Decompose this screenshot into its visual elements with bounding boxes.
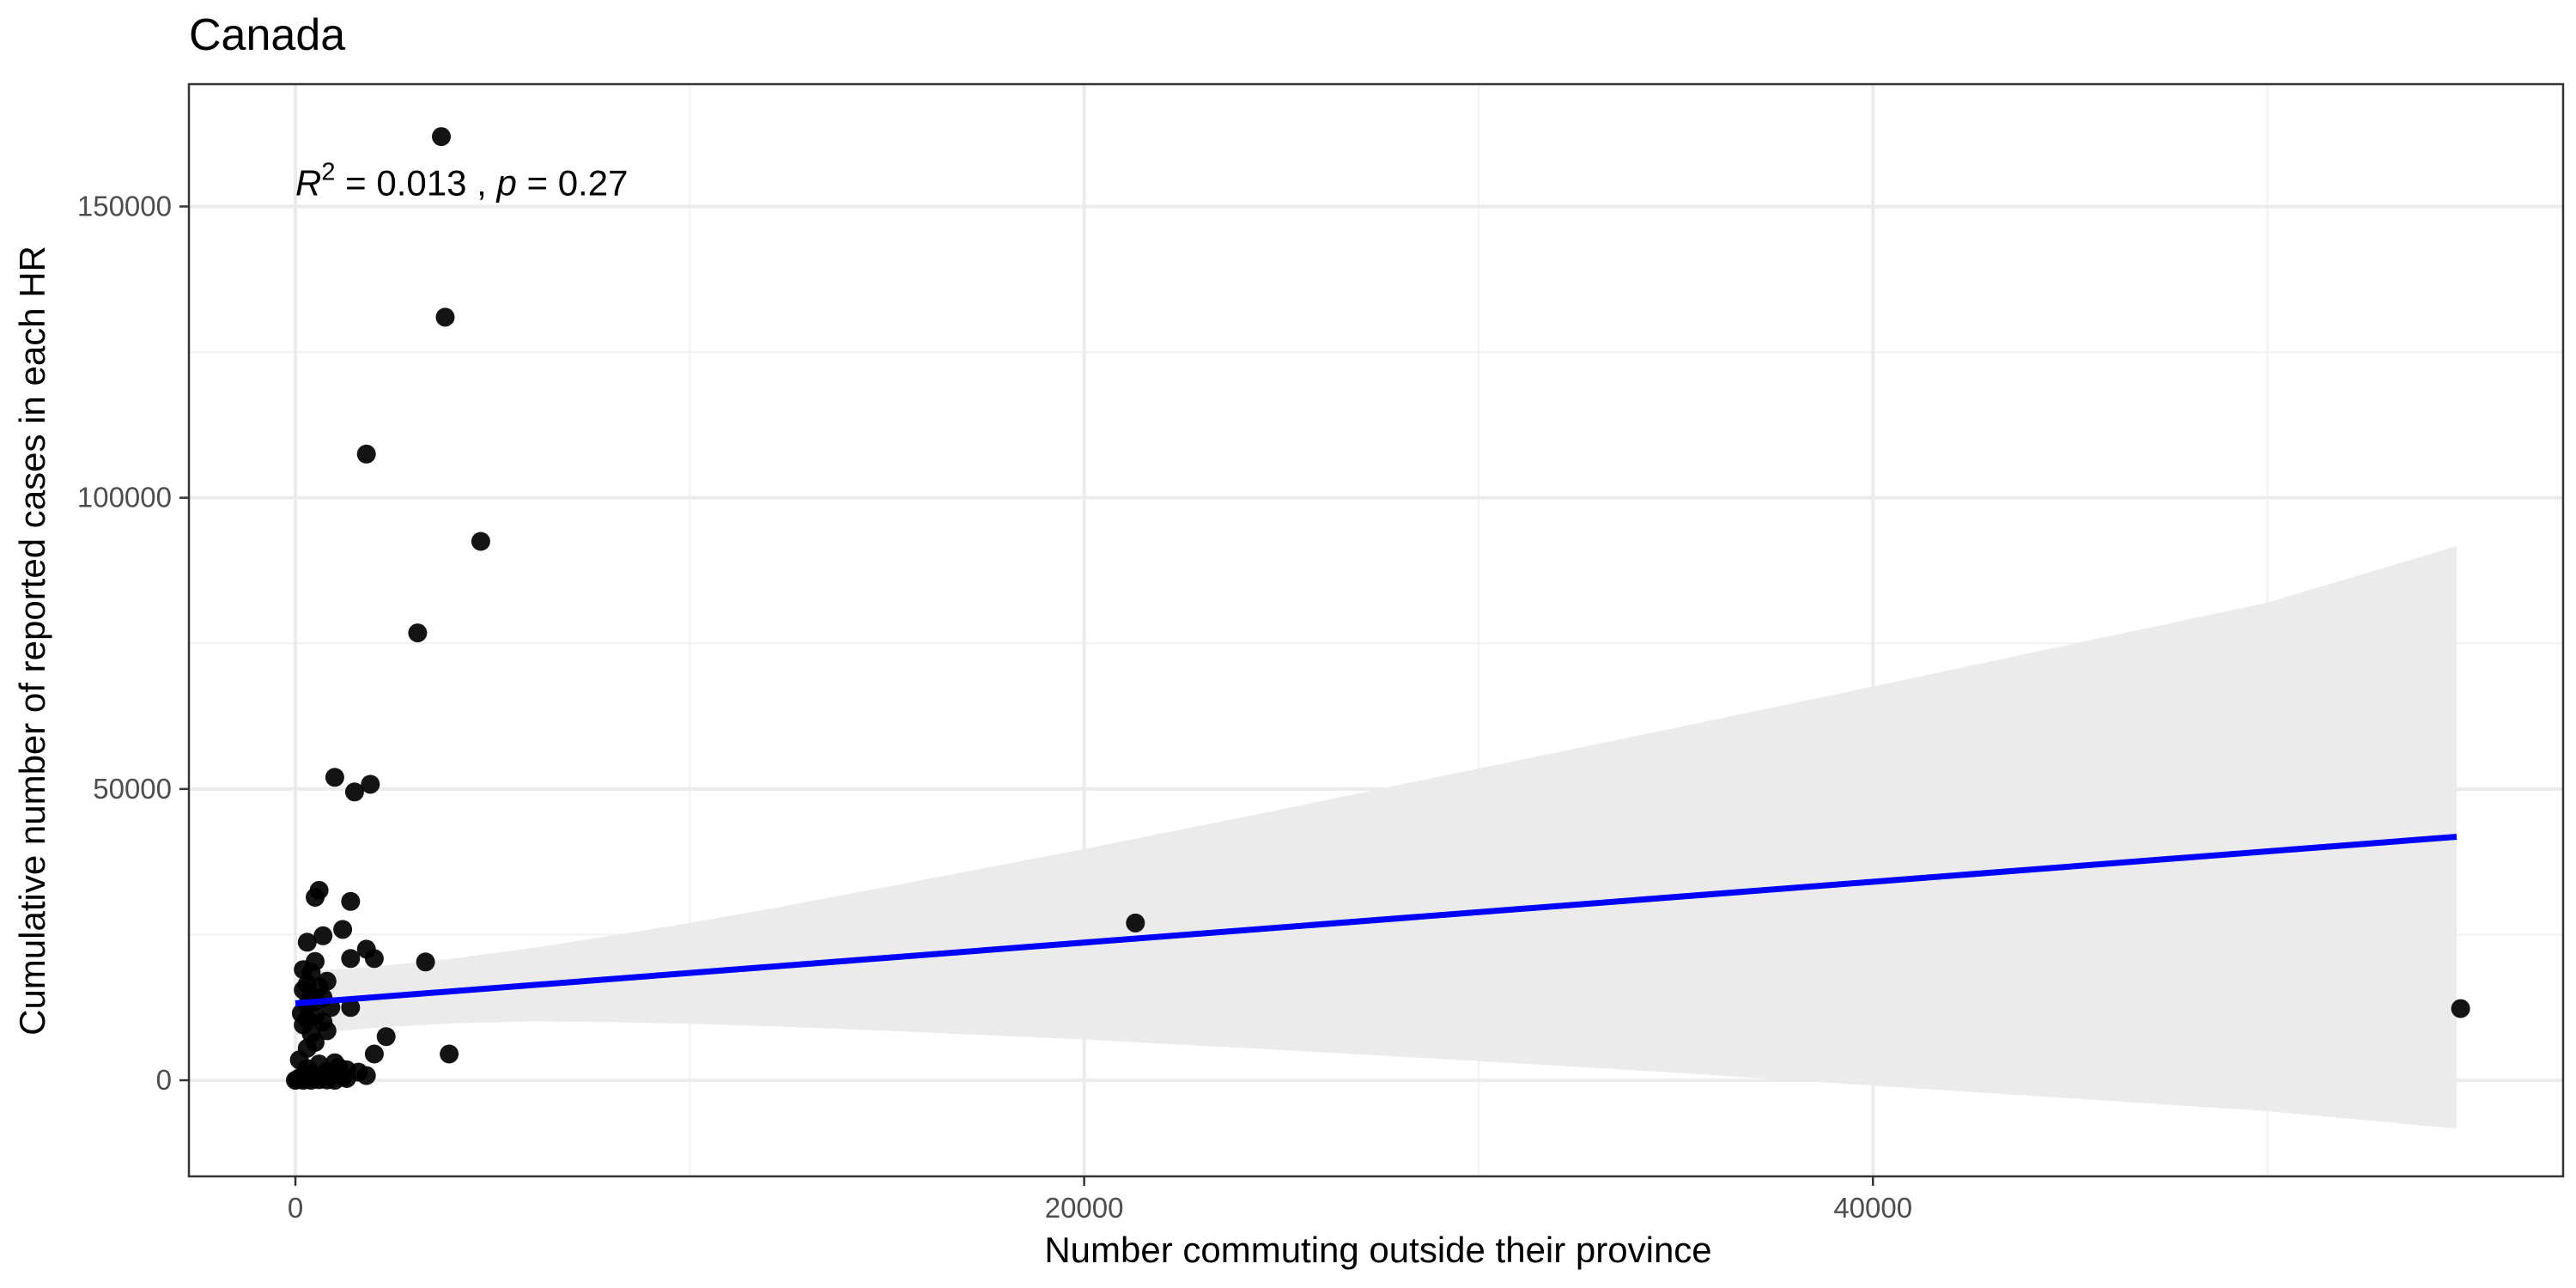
chart-title: Canada	[189, 10, 345, 60]
x-tick-label: 0	[288, 1192, 303, 1224]
plot-frame	[187, 82, 2565, 1178]
x-axis: 0 20000 40000	[288, 1176, 1912, 1224]
data-point	[432, 127, 451, 147]
data-point	[2451, 999, 2470, 1018]
data-point	[364, 1044, 384, 1064]
x-tick-label: 40000	[1833, 1192, 1912, 1224]
data-point	[344, 782, 364, 802]
data-point	[364, 949, 384, 969]
confidence-band-area	[295, 546, 2457, 1129]
confidence-band	[295, 546, 2457, 1129]
data-point	[341, 891, 361, 911]
y-axis-label: Cumulative number of reported cases in e…	[12, 246, 52, 1036]
r-symbol: R	[295, 162, 321, 203]
data-points	[286, 127, 2470, 1091]
regression-annotation: R2 = 0.013 , p = 0.27	[295, 158, 628, 203]
data-point	[317, 1021, 337, 1041]
data-point	[325, 1071, 344, 1091]
data-point	[471, 532, 490, 551]
data-point	[356, 444, 376, 464]
x-tick-label: 20000	[1045, 1192, 1124, 1224]
y-tick-label: 50000	[93, 773, 172, 805]
data-point	[333, 920, 353, 939]
x-axis-label: Number commuting outside their province	[1044, 1230, 1711, 1270]
fit-line	[295, 834, 2458, 1007]
data-point	[325, 768, 344, 787]
data-point	[286, 1071, 305, 1091]
data-point	[361, 775, 380, 794]
data-point	[306, 888, 325, 907]
data-point	[301, 1071, 321, 1091]
r-value: = 0.013 ,	[335, 162, 496, 203]
data-point	[341, 998, 361, 1018]
regression-line	[295, 834, 2458, 1007]
data-point	[1126, 913, 1145, 933]
y-tick-label: 100000	[77, 482, 172, 513]
data-point	[416, 952, 435, 972]
p-symbol: p	[495, 162, 516, 203]
r-exponent: 2	[321, 158, 335, 185]
data-point	[376, 1027, 396, 1047]
p-value: = 0.27	[517, 162, 629, 203]
plot-border	[187, 82, 2565, 1178]
y-axis: 0 50000 100000 150000	[77, 190, 189, 1096]
data-point	[408, 623, 428, 643]
data-point	[440, 1044, 459, 1064]
data-point	[435, 307, 455, 327]
data-point	[356, 1066, 376, 1085]
y-tick-label: 0	[156, 1064, 172, 1096]
data-point	[341, 949, 361, 969]
y-tick-label: 150000	[77, 190, 172, 222]
data-point	[297, 933, 317, 952]
data-point	[313, 926, 333, 945]
